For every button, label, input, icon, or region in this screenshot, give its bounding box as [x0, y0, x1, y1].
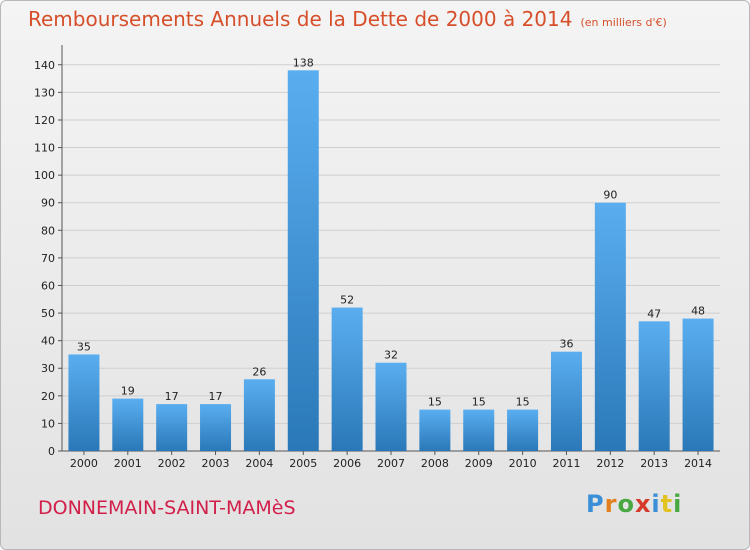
- x-tick-label-2002: 2002: [158, 457, 186, 470]
- commune-name: DONNEMAIN-SAINT-MAMèS: [38, 497, 296, 519]
- bar-2009: [463, 409, 495, 451]
- x-tick-label-2005: 2005: [289, 457, 317, 470]
- bar-2007: [375, 362, 407, 451]
- x-tick-label-2010: 2010: [509, 457, 537, 470]
- x-tick-label-2008: 2008: [421, 457, 449, 470]
- y-tick-label: 30: [41, 362, 55, 375]
- bar-2002: [156, 404, 188, 451]
- logo-letter: P: [586, 490, 605, 518]
- y-tick-label: 10: [41, 417, 55, 430]
- value-label-2013: 47: [647, 307, 661, 320]
- logo-letter: x: [634, 490, 652, 518]
- logo-letter: i: [673, 490, 683, 518]
- bar-2004: [243, 379, 275, 451]
- value-label-2012: 90: [603, 189, 617, 202]
- value-label-2004: 26: [252, 365, 266, 378]
- x-tick-label-2007: 2007: [377, 457, 405, 470]
- chart-title-text: Remboursements Annuels de la Dette de 20…: [28, 7, 573, 31]
- chart-title: Remboursements Annuels de la Dette de 20…: [28, 7, 667, 31]
- proxiti-logo: Proxiti: [586, 490, 682, 518]
- logo-letter: o: [617, 490, 635, 518]
- x-tick-label-2013: 2013: [640, 457, 668, 470]
- y-tick-label: 80: [41, 224, 55, 237]
- y-tick-label: 50: [41, 307, 55, 320]
- x-tick-label-2001: 2001: [114, 457, 142, 470]
- x-tick-label-2006: 2006: [333, 457, 361, 470]
- y-tick-label: 130: [34, 86, 55, 99]
- x-tick-label-2009: 2009: [465, 457, 493, 470]
- y-tick-label: 120: [34, 114, 55, 127]
- y-tick-label: 110: [34, 142, 55, 155]
- y-tick-label: 90: [41, 197, 55, 210]
- bar-2005: [287, 70, 319, 451]
- y-tick-label: 140: [34, 59, 55, 72]
- bar-2013: [638, 321, 670, 451]
- value-label-2011: 36: [559, 338, 573, 351]
- y-tick-label: 40: [41, 335, 55, 348]
- y-tick-label: 20: [41, 390, 55, 403]
- value-label-2009: 15: [472, 396, 486, 409]
- x-tick-label-2012: 2012: [596, 457, 624, 470]
- x-tick-label-2011: 2011: [552, 457, 580, 470]
- value-label-2010: 15: [516, 396, 530, 409]
- value-label-2005: 138: [293, 56, 314, 69]
- value-label-2002: 17: [165, 390, 179, 403]
- bar-2010: [507, 409, 539, 451]
- logo-letter: i: [651, 490, 661, 518]
- value-label-2006: 52: [340, 294, 354, 307]
- labels: 0 10 20 30 40 50 60 70 80 90 100 110 120 130 140 35 2000…: [34, 56, 712, 470]
- bar-2003: [200, 404, 232, 451]
- bar-2001: [112, 398, 144, 451]
- y-tick-label: 0: [48, 445, 55, 458]
- bar-2000: [68, 354, 100, 451]
- chart-unit: (en milliers d'€): [580, 16, 667, 29]
- bar-2014: [682, 318, 714, 451]
- y-tick-label: 70: [41, 252, 55, 265]
- bar-2006: [331, 307, 363, 451]
- y-tick-label: 60: [41, 279, 55, 292]
- bar-2008: [419, 409, 451, 451]
- value-label-2001: 19: [121, 385, 135, 398]
- value-label-2003: 17: [209, 390, 223, 403]
- x-tick-label-2003: 2003: [202, 457, 230, 470]
- bar-2011: [550, 351, 582, 451]
- x-tick-label-2000: 2000: [70, 457, 98, 470]
- logo-letter: t: [660, 490, 674, 518]
- value-label-2014: 48: [691, 305, 705, 318]
- x-tick-label-2004: 2004: [245, 457, 273, 470]
- bar-2012: [594, 202, 626, 451]
- bars: [68, 70, 714, 451]
- x-tick-label-2014: 2014: [684, 457, 712, 470]
- logo-letter: r: [604, 490, 618, 518]
- value-label-2000: 35: [77, 340, 91, 353]
- value-label-2007: 32: [384, 349, 398, 362]
- value-label-2008: 15: [428, 396, 442, 409]
- y-tick-label: 100: [34, 169, 55, 182]
